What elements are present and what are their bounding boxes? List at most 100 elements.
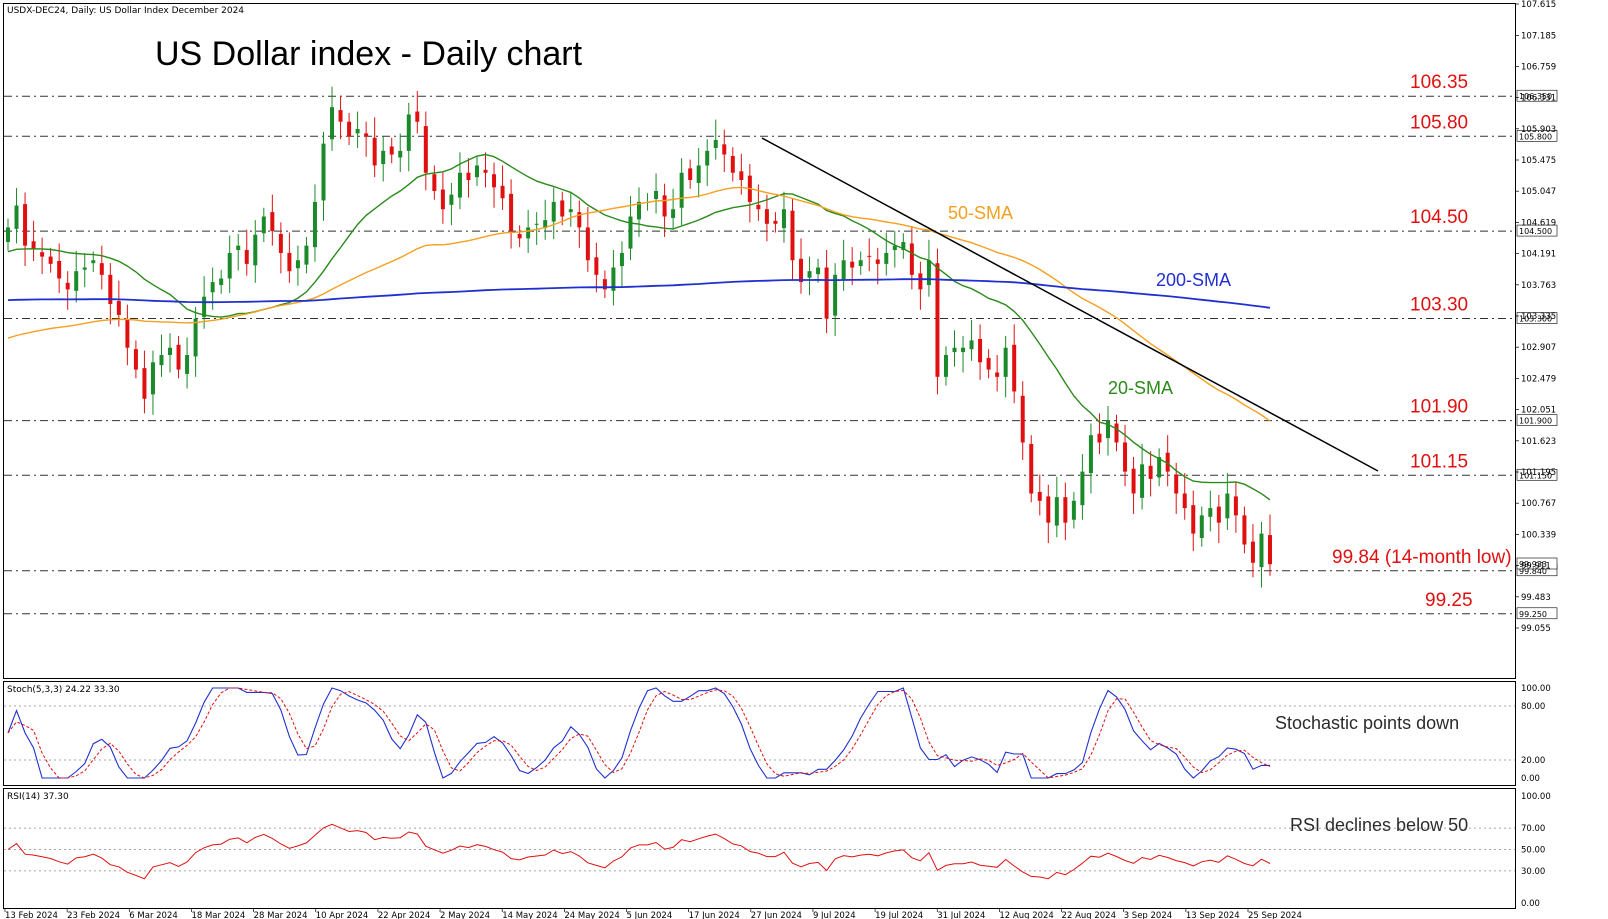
x-tick-label: 6 Mar 2024 bbox=[129, 911, 177, 919]
x-tick-label: 17 Jun 2024 bbox=[689, 911, 740, 919]
candle-body bbox=[1140, 464, 1145, 498]
candle-body bbox=[398, 150, 403, 158]
x-tick-label: 12 Aug 2024 bbox=[999, 911, 1053, 919]
candle-body bbox=[662, 195, 667, 217]
rsi-line bbox=[7, 823, 1271, 880]
candle-body bbox=[270, 212, 275, 232]
candle-body bbox=[415, 111, 420, 122]
candle-body bbox=[534, 223, 539, 225]
candle-body bbox=[926, 260, 931, 286]
candle-body bbox=[108, 274, 113, 304]
candle-body bbox=[304, 245, 309, 265]
candle-body bbox=[611, 267, 616, 291]
candle-body bbox=[781, 209, 786, 229]
x-tick-label: 18 Mar 2024 bbox=[191, 911, 245, 919]
rsi-title: RSI(14) 37.30 bbox=[7, 792, 69, 802]
candle-body bbox=[1003, 347, 1008, 377]
y-tick-label: 101.623 bbox=[1521, 437, 1556, 447]
price-axis-ticks: 107.615 107.185 106.759 106.331 105.903 105.4… bbox=[1515, 0, 1556, 634]
candle-body bbox=[1174, 474, 1179, 494]
candle-body bbox=[850, 261, 855, 268]
level-price-box bbox=[1516, 414, 1558, 426]
candle-body bbox=[312, 201, 317, 248]
candle-body bbox=[943, 355, 948, 377]
candle-body bbox=[202, 296, 207, 318]
candle-body bbox=[1054, 497, 1059, 526]
candle-body bbox=[1046, 496, 1051, 523]
candle-body bbox=[125, 319, 130, 348]
price-pane-frame bbox=[3, 3, 1516, 679]
level-price-box bbox=[1516, 312, 1558, 324]
candle-body bbox=[364, 133, 369, 137]
level-price-box bbox=[1516, 89, 1558, 102]
candle-body bbox=[389, 146, 394, 155]
candle-body bbox=[474, 165, 479, 178]
x-tick-label: 2 May 2024 bbox=[440, 911, 490, 919]
x-tick-label: 13 Sep 2024 bbox=[1186, 911, 1240, 919]
candle-body bbox=[74, 271, 79, 291]
y-tick-label: 100.767 bbox=[1521, 499, 1556, 509]
candle-body bbox=[65, 282, 70, 290]
level-label: 99.84 (14-month low) bbox=[1332, 547, 1512, 568]
level-price-box-text: 99.250 bbox=[1519, 610, 1547, 619]
level-label: 105.80 bbox=[1410, 112, 1468, 133]
candle-body bbox=[1233, 496, 1238, 516]
rsi-pane-frame bbox=[3, 788, 1516, 909]
candle-body bbox=[1088, 435, 1093, 474]
y-tick-label: 99.483 bbox=[1521, 593, 1551, 603]
current-price-box bbox=[1516, 557, 1558, 570]
candle-body bbox=[526, 227, 531, 239]
candle-body bbox=[867, 255, 872, 257]
candle-body bbox=[1131, 468, 1136, 494]
level-label: 106.35 bbox=[1410, 72, 1468, 93]
candle-body bbox=[594, 257, 599, 275]
candle-body bbox=[159, 355, 164, 366]
candle-body bbox=[1097, 433, 1102, 443]
candle-body bbox=[338, 110, 343, 122]
candle-body bbox=[1123, 442, 1128, 472]
candle-body bbox=[347, 121, 352, 137]
stochastic-lines: 100.00 80.00 20.00 0.00 bbox=[4, 684, 1551, 784]
sma20-line bbox=[7, 153, 1271, 501]
rsi-annotation: RSI declines below 50 bbox=[1290, 815, 1468, 835]
candle-body bbox=[637, 201, 641, 220]
candle-body bbox=[142, 368, 147, 399]
candle-body bbox=[99, 263, 104, 275]
candle-body bbox=[654, 190, 659, 199]
y-tick-label: 102.479 bbox=[1521, 374, 1556, 384]
candle-body bbox=[790, 210, 795, 261]
y-tick-label: 107.185 bbox=[1521, 31, 1556, 41]
candle-body bbox=[577, 212, 582, 228]
candle-body bbox=[1225, 493, 1230, 519]
candle-body bbox=[551, 201, 556, 222]
candle-body bbox=[219, 278, 224, 286]
symbol-line: USDX-DEC24, Daily: US Dollar Index Decem… bbox=[7, 6, 244, 16]
level-label: 101.90 bbox=[1410, 397, 1468, 418]
candle-body bbox=[918, 273, 923, 290]
candle-body bbox=[858, 260, 863, 267]
candle-body bbox=[961, 347, 966, 353]
x-tick-label: 22 Apr 2024 bbox=[378, 911, 431, 919]
stoch-d-line bbox=[7, 687, 1271, 779]
candle-body bbox=[48, 256, 53, 264]
candle-body bbox=[696, 165, 701, 183]
candle-body bbox=[833, 274, 838, 316]
stoch-tick-label: 80.00 bbox=[1521, 702, 1545, 712]
candle-body bbox=[57, 260, 62, 279]
stoch-pane-frame bbox=[3, 681, 1516, 786]
x-tick-label: 14 May 2024 bbox=[502, 911, 557, 919]
candle-body bbox=[449, 194, 454, 205]
y-tick-label: 105.903 bbox=[1521, 125, 1556, 135]
candle-body bbox=[1037, 492, 1042, 501]
candle-body bbox=[457, 172, 462, 198]
candle-body bbox=[568, 209, 573, 213]
candle-body bbox=[560, 200, 565, 217]
candle-body bbox=[150, 362, 155, 395]
candle-body bbox=[176, 344, 181, 370]
sma200-label: 200-SMA bbox=[1156, 270, 1231, 290]
candle-body bbox=[91, 260, 96, 264]
y-tick-label: 105.475 bbox=[1521, 156, 1556, 166]
stoch-tick-label: 20.00 bbox=[1521, 756, 1545, 766]
candle-body bbox=[1165, 452, 1170, 472]
